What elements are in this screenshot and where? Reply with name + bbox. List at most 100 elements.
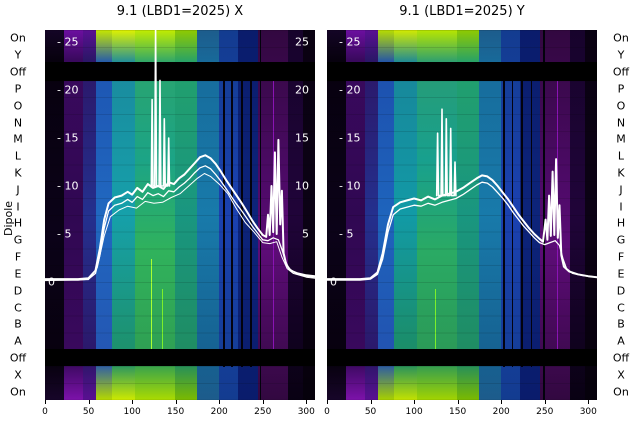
heatmap-streak	[531, 63, 533, 367]
y-tick-label-inner: - 20	[339, 83, 361, 97]
dipole-row-label-right: H	[616, 216, 626, 230]
x-tick-label: 250	[254, 407, 272, 417]
y-tick-label-inner-right: 25	[295, 35, 309, 49]
y-tick-label-inner: - 25	[57, 35, 79, 49]
x-tick-label: 50	[82, 407, 95, 417]
y-tick-label-inner-right: 5	[302, 227, 309, 241]
x-tick-label: 300	[579, 407, 597, 417]
dipole-row-label-right: L	[617, 149, 625, 163]
y-zero-label: 0	[330, 275, 337, 289]
x-tick-label: 100	[405, 407, 423, 417]
overlay-traces	[327, 108, 597, 281]
dipole-row-label-left: C	[14, 301, 22, 314]
dipole-row-label-right: M	[616, 132, 626, 146]
heatmap-column	[416, 30, 458, 400]
trace-spikes	[435, 108, 457, 197]
heatmap-streak	[503, 63, 505, 367]
dipole-row-label-left: F	[14, 250, 22, 264]
heatmap-streak	[435, 289, 436, 363]
dipole-row-label-left: G	[13, 233, 23, 247]
y-tick-label-inner: - 10	[339, 179, 361, 193]
x-tick-label: 200	[210, 407, 228, 417]
x-tick-label: 250	[536, 407, 554, 417]
heatmap-column	[82, 30, 97, 400]
heatmap-panel-y: - 25 - 20 - 15 - 10 - 5 0	[327, 30, 597, 400]
dipole-row-label-left: M	[13, 132, 23, 146]
x-tick-mark	[306, 400, 308, 404]
heatmap-column	[111, 30, 136, 400]
x-tick-mark	[132, 400, 134, 404]
dipole-row-label-right: C	[617, 301, 625, 314]
y-zero-label: 0	[48, 275, 55, 289]
dipole-row-label-left: A	[14, 334, 22, 348]
heatmap-column	[500, 30, 521, 400]
heatmap-streak	[259, 30, 262, 400]
x-tick-mark	[262, 400, 264, 404]
dipole-row-label-right: E	[617, 267, 625, 281]
dipole-row-label-right: K	[617, 166, 625, 180]
x-tick-mark	[327, 400, 328, 404]
dipole-labels-left: On Y Off P O N M L K J I H G F E D C B A Off X On	[2, 30, 34, 400]
heatmap-column	[364, 30, 379, 400]
dipole-row-label-right: On	[613, 385, 629, 399]
y-tick-label-inner: - 15	[339, 131, 361, 145]
x-tick-mark	[544, 400, 546, 404]
heatmap-column	[520, 30, 541, 400]
dipole-row-label-right: P	[617, 82, 625, 96]
dipole-row-label-right: N	[616, 116, 626, 129]
x-tick-mark	[588, 400, 590, 404]
y-tick-label-inner: - 5	[57, 227, 72, 241]
y-tick-label-inner: - 20	[57, 83, 79, 97]
dipole-row-label-left: N	[13, 116, 23, 129]
heatmap-streak	[585, 30, 597, 400]
heatmap-streak	[241, 63, 243, 367]
x-tick-label: 100	[123, 407, 141, 417]
x-tick-label: 150	[167, 407, 185, 417]
x-tick-mark	[370, 400, 372, 404]
trace-tertiary	[45, 173, 315, 282]
x-tick-mark	[175, 400, 177, 404]
x-tick-label: 150	[449, 407, 467, 417]
heatmap-streak	[543, 30, 545, 400]
dipole-row-label-left: Off	[9, 65, 27, 79]
dipole-row-label-right: A	[617, 334, 625, 348]
heatmap-streak	[162, 289, 164, 363]
heatmap-column	[64, 30, 84, 400]
dipole-row-label-left: D	[13, 284, 23, 298]
dipole-row-label-right: X	[617, 368, 625, 382]
dipole-row-label-left: P	[14, 82, 22, 96]
heatmap-column	[378, 30, 395, 400]
heatmap-column	[45, 30, 66, 400]
dipole-row-label-left: On	[10, 385, 26, 399]
dipole-row-label-left: K	[14, 166, 22, 180]
off-row-band	[327, 61, 597, 82]
heatmap-streak	[231, 63, 233, 367]
heatmap-panel-x: - 25 - 20 - 15 - 10 - 5 0 25 20 15 10 5	[45, 30, 315, 400]
overlay-traces	[45, 30, 315, 282]
dipole-row-label-left: On	[10, 31, 26, 45]
dipole-row-label-right: On	[613, 31, 629, 45]
heatmap-streak	[250, 63, 252, 367]
heatmap-column	[457, 30, 480, 400]
heatmap-streak	[150, 259, 152, 363]
heatmap-column	[393, 30, 418, 400]
x-tick-label: 300	[297, 407, 315, 417]
dipole-row-label-right: B	[617, 317, 625, 331]
x-tick-label: 200	[492, 407, 510, 417]
dipole-row-label-left: Y	[14, 48, 22, 62]
y-tick-label-inner-right: 20	[295, 83, 309, 97]
x-tick-label: 0	[324, 407, 330, 417]
dipole-row-label-right: J	[619, 183, 623, 197]
dipole-row-label-left: L	[14, 149, 22, 163]
heatmap-column	[197, 30, 220, 400]
y-tick-label-inner-right: 10	[295, 179, 309, 193]
off-row-band	[45, 61, 315, 82]
dipole-row-label-right: O	[616, 99, 626, 113]
off-row-band	[327, 348, 597, 367]
x-tick-mark	[414, 400, 416, 404]
heatmap-column	[479, 30, 502, 400]
y-tick-label-inner-right: 15	[295, 131, 309, 145]
heatmap-column	[327, 30, 348, 400]
x-tick-mark	[45, 400, 46, 404]
